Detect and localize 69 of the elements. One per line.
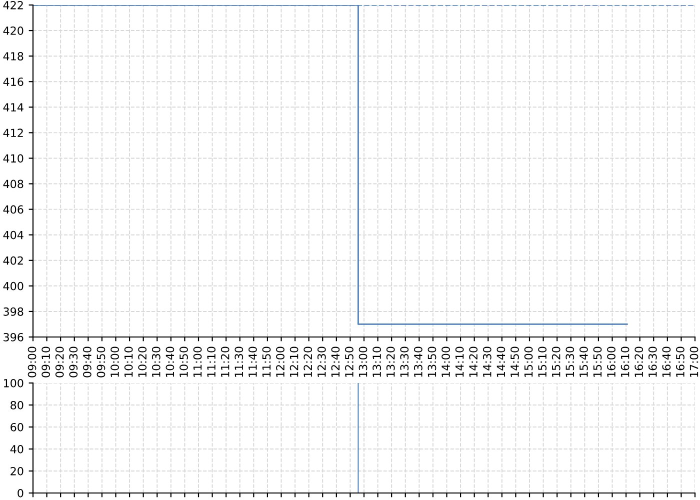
x-tick-label: 13:10	[372, 346, 382, 377]
y-tick-label: 420	[3, 26, 24, 35]
x-tick-label: 15:20	[552, 346, 560, 377]
x-tick-label: 16:40	[662, 346, 671, 377]
x-tick-label: 09:40	[82, 346, 92, 378]
x-tick-label: 13:00	[358, 346, 368, 377]
y-tick-label: 418	[3, 52, 24, 60]
x-tick-label: 14:40	[496, 346, 506, 377]
y-tick-label: 404	[3, 230, 24, 240]
x-tick-label: 13:50	[428, 346, 436, 377]
y-tick-label: 40	[10, 444, 24, 454]
x-tick-label: 14:20	[469, 346, 478, 377]
x-tick-label: 14:50	[510, 346, 519, 377]
x-tick-label: 10:10	[124, 346, 133, 377]
y-tick-label: 60	[10, 422, 24, 432]
y-tick-label: 80	[10, 400, 24, 410]
x-tick-label: 11:30	[234, 346, 244, 377]
x-tick-label: 16:50	[676, 346, 684, 377]
x-tick-label: 13:40	[414, 346, 422, 377]
y-tick-label: 408	[3, 180, 24, 188]
x-tick-label: 15:10	[538, 346, 547, 377]
x-tick-label: 14:00	[442, 346, 450, 377]
x-tick-label: 10:50	[180, 346, 188, 377]
x-tick-label: 09:50	[96, 346, 106, 378]
x-tick-label: 09:00	[28, 346, 36, 378]
x-tick-label: 16:10	[620, 346, 630, 377]
x-tick-label: 10:00	[110, 346, 119, 377]
x-tick-label: 09:30	[69, 346, 78, 378]
x-tick-label: 10:40	[166, 346, 174, 377]
x-tick-label: 12:40	[331, 346, 340, 377]
x-tick-label: 12:00	[276, 346, 284, 377]
x-tick-label: 09:20	[55, 346, 64, 378]
x-tick-label: 11:00	[193, 346, 202, 377]
x-tick-label: 17:00	[690, 346, 698, 377]
x-tick-label: 14:30	[482, 346, 492, 377]
x-tick-label: 14:10	[455, 346, 464, 377]
x-tick-label: 11:50	[262, 346, 271, 377]
x-tick-label: 11:40	[248, 346, 257, 377]
y-tick-label: 20	[10, 466, 24, 476]
x-tick-label: 10:30	[152, 346, 160, 377]
y-tick-label: 100	[4, 378, 24, 388]
x-tick-label: 16:30	[648, 346, 657, 377]
x-tick-label: 12:50	[345, 346, 354, 377]
x-tick-label: 16:00	[607, 346, 616, 377]
y-tick-label: 416	[3, 78, 24, 86]
x-tick-label: 10:20	[138, 346, 147, 377]
x-tick-label: 11:20	[220, 346, 230, 377]
x-tick-label: 12:10	[290, 346, 298, 377]
y-tick-label: 412	[3, 128, 23, 137]
x-tick-label: 09:10	[42, 346, 50, 378]
x-tick-label: 15:50	[593, 346, 602, 377]
y-tick-label: 410	[3, 154, 24, 163]
x-tick-label: 11:10	[207, 346, 216, 377]
x-tick-label: 12:20	[304, 346, 312, 377]
y-tick-label: 402	[3, 256, 23, 265]
x-tick-label: 13:30	[400, 346, 409, 377]
y-tick-label: 398	[4, 307, 24, 316]
x-tick-label: 13:20	[386, 346, 395, 377]
y-tick-label: 400	[3, 282, 24, 290]
x-tick-label: 15:00	[524, 346, 533, 377]
x-tick-label: 15:40	[579, 346, 588, 377]
x-tick-label: 16:20	[634, 346, 644, 377]
y-tick-label: 0	[18, 488, 24, 498]
x-tick-label: 15:30	[566, 346, 574, 377]
x-tick-label: 12:30	[317, 346, 326, 377]
y-tick-label: 406	[3, 205, 24, 214]
y-tick-label: 422	[3, 0, 23, 10]
y-tick-label: 414	[3, 103, 24, 112]
y-tick-label: 396	[4, 332, 24, 342]
